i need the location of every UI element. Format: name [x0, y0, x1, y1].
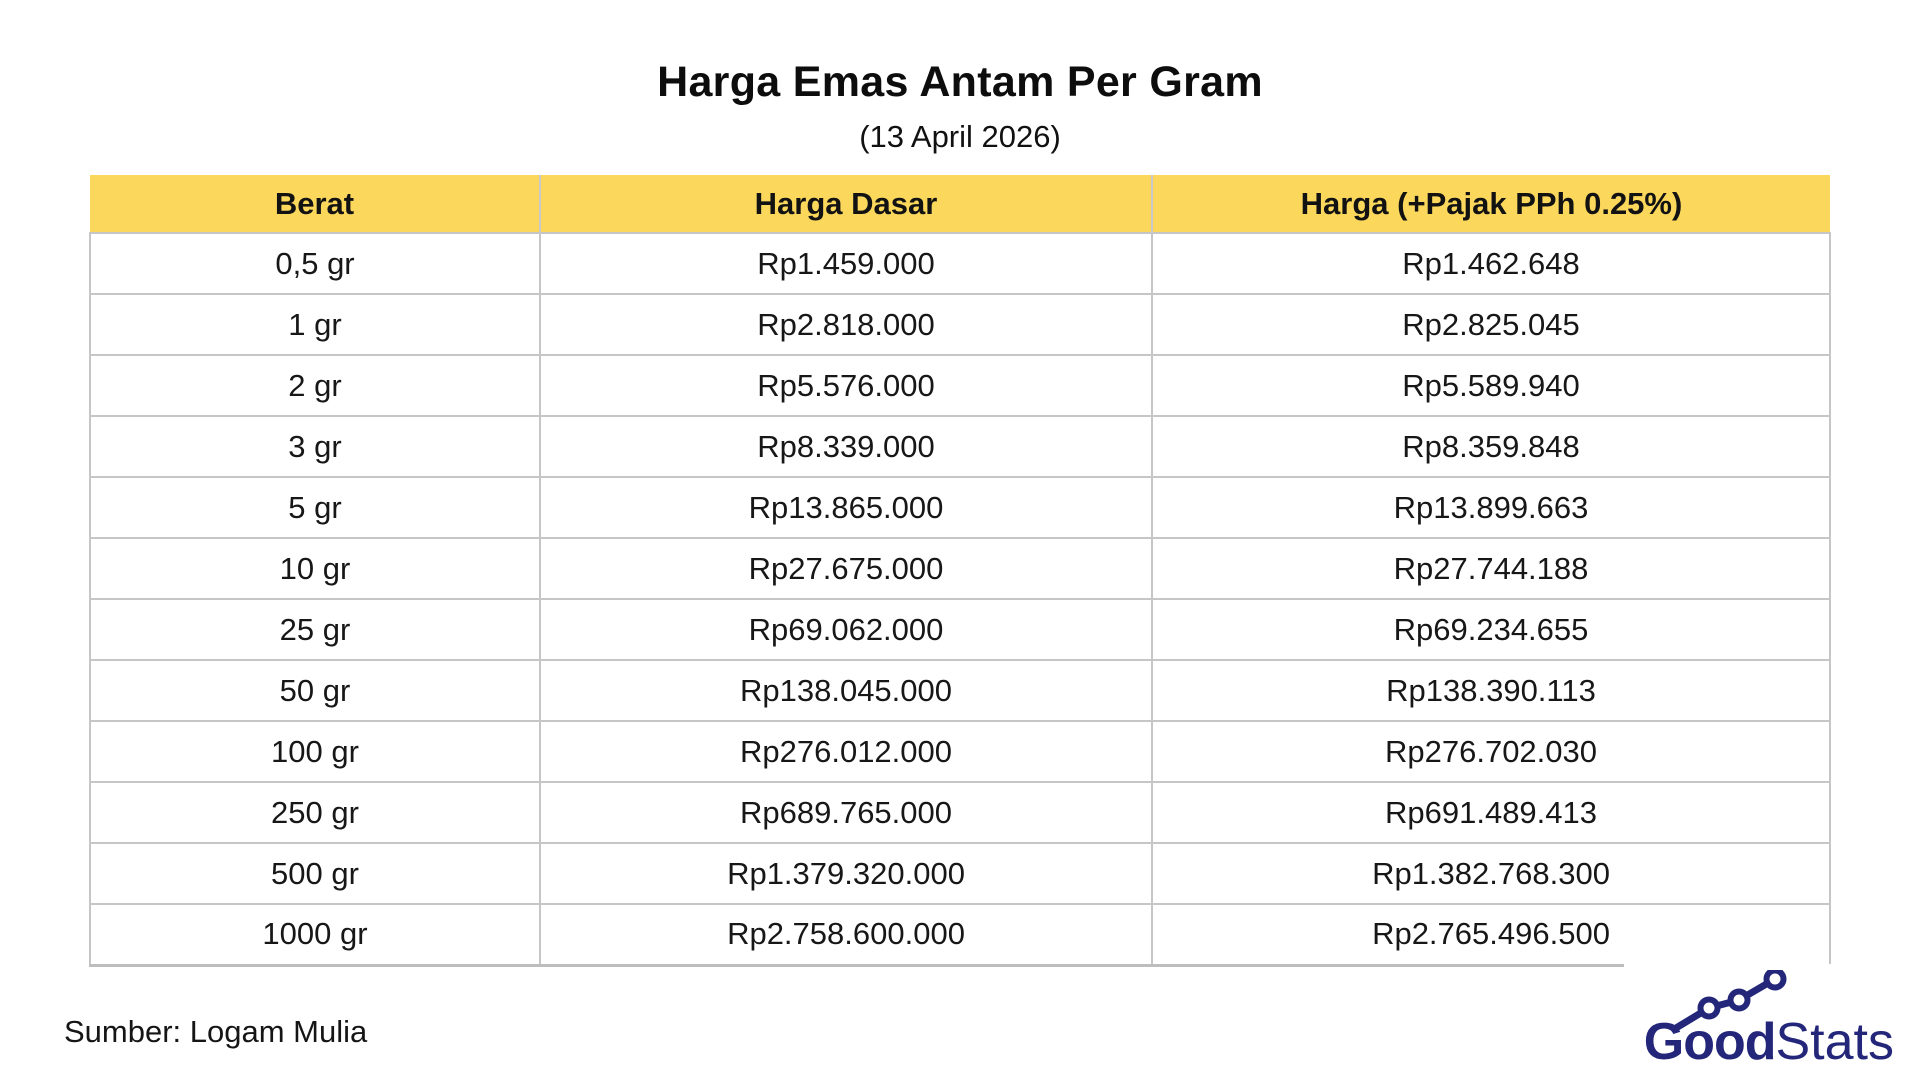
- logo-text-stats: Stats: [1775, 1013, 1895, 1071]
- table-cell: Rp691.489.413: [1151, 781, 1831, 844]
- table-cell: 25 gr: [89, 598, 541, 661]
- table-row: 0,5 gr Rp1.459.000 Rp1.462.648: [89, 232, 1831, 295]
- table-cell: Rp2.765.496.500: [1151, 903, 1831, 967]
- table-cell: 1000 gr: [89, 903, 541, 967]
- table-cell: 1 gr: [89, 293, 541, 356]
- page-subtitle: (13 April 2026): [859, 119, 1061, 154]
- table-cell: Rp138.390.113: [1151, 659, 1831, 722]
- table-cell: Rp2.758.600.000: [539, 903, 1153, 967]
- logo-text-good: Good: [1643, 1013, 1777, 1071]
- goodstats-logo-inner: GoodStats: [1643, 970, 1895, 1071]
- table-header: Berat Harga Dasar Harga (+Pajak PPh 0.25…: [90, 175, 1830, 233]
- table-row: 100 gr Rp276.012.000 Rp276.702.030: [89, 720, 1831, 783]
- table-cell: Rp689.765.000: [539, 781, 1153, 844]
- page-title: Harga Emas Antam Per Gram: [657, 58, 1263, 106]
- table-cell: Rp5.589.940: [1151, 354, 1831, 417]
- table-row: 5 gr Rp13.865.000 Rp13.899.663: [89, 476, 1831, 539]
- gold-price-table: Berat Harga Dasar Harga (+Pajak PPh 0.25…: [89, 175, 1831, 967]
- table-row: 50 gr Rp138.045.000 Rp138.390.113: [89, 659, 1831, 722]
- table-cell: 5 gr: [89, 476, 541, 539]
- table-cell: Rp1.459.000: [539, 232, 1153, 295]
- table-cell: Rp69.062.000: [539, 598, 1153, 661]
- table-row: 25 gr Rp69.062.000 Rp69.234.655: [89, 598, 1831, 661]
- table-cell: 2 gr: [89, 354, 541, 417]
- table-header-row: Berat Harga Dasar Harga (+Pajak PPh 0.25…: [90, 175, 1830, 233]
- table-row: 1 gr Rp2.818.000 Rp2.825.045: [89, 293, 1831, 356]
- table-row: 3 gr Rp8.339.000 Rp8.359.848: [89, 415, 1831, 478]
- table-row: 10 gr Rp27.675.000 Rp27.744.188: [89, 537, 1831, 600]
- table-body: 0,5 gr Rp1.459.000 Rp1.462.648 1 gr Rp2.818.…: [89, 232, 1831, 967]
- trend-line-icon: [1672, 970, 1787, 1032]
- table-cell: Rp276.012.000: [539, 720, 1153, 783]
- goodstats-logo: GoodStats: [1623, 964, 1906, 1080]
- column-header-harga-dasar: Harga Dasar: [539, 175, 1153, 233]
- table-cell: 250 gr: [89, 781, 541, 844]
- table-cell: Rp1.462.648: [1151, 232, 1831, 295]
- table-cell: Rp27.744.188: [1151, 537, 1831, 600]
- table-cell: Rp5.576.000: [539, 354, 1153, 417]
- source-note: Sumber: Logam Mulia: [64, 1014, 368, 1049]
- table-cell: Rp8.339.000: [539, 415, 1153, 478]
- column-header-berat: Berat: [90, 175, 541, 233]
- table-cell: 3 gr: [89, 415, 541, 478]
- table-cell: 100 gr: [89, 720, 541, 783]
- table-cell: 10 gr: [89, 537, 541, 600]
- table-cell: Rp138.045.000: [539, 659, 1153, 722]
- table-row: 500 gr Rp1.379.320.000 Rp1.382.768.300: [89, 842, 1831, 905]
- table-cell: Rp13.899.663: [1151, 476, 1831, 539]
- table-cell: 500 gr: [89, 842, 541, 905]
- table-cell: Rp8.359.848: [1151, 415, 1831, 478]
- table-cell: Rp2.825.045: [1151, 293, 1831, 356]
- table-cell: 0,5 gr: [89, 232, 541, 295]
- column-header-harga-pajak: Harga (+Pajak PPh 0.25%): [1151, 175, 1830, 233]
- table-cell: 50 gr: [89, 659, 541, 722]
- table-cell: Rp69.234.655: [1151, 598, 1831, 661]
- table-cell: Rp1.379.320.000: [539, 842, 1153, 905]
- table-cell: Rp276.702.030: [1151, 720, 1831, 783]
- table-cell: Rp13.865.000: [539, 476, 1153, 539]
- table-row: 250 gr Rp689.765.000 Rp691.489.413: [89, 781, 1831, 844]
- table-row: 2 gr Rp5.576.000 Rp5.589.940: [89, 354, 1831, 417]
- table-cell: Rp1.382.768.300: [1151, 842, 1831, 905]
- table-cell: Rp2.818.000: [539, 293, 1153, 356]
- table-row: 1000 gr Rp2.758.600.000 Rp2.765.496.500: [89, 903, 1831, 967]
- table-cell: Rp27.675.000: [539, 537, 1153, 600]
